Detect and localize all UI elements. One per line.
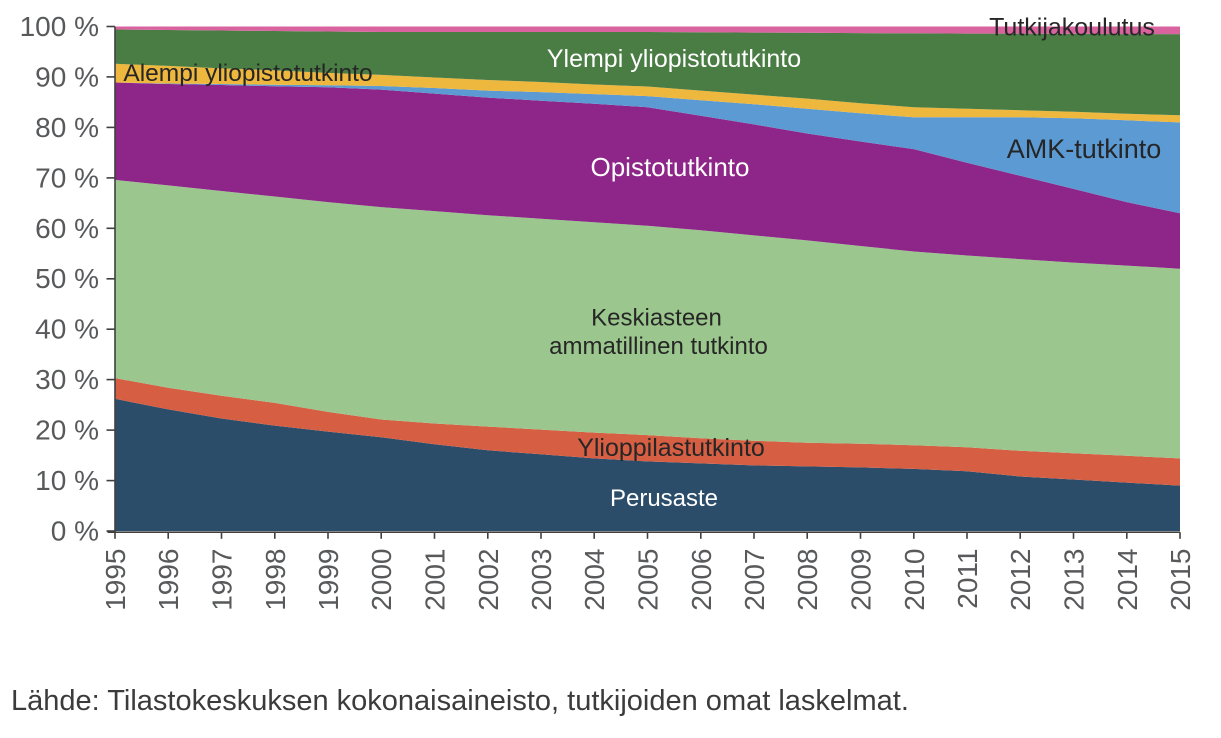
svg-text:80 %: 80 %: [35, 112, 99, 143]
svg-text:0 %: 0 %: [51, 516, 99, 547]
svg-text:2003: 2003: [526, 549, 557, 611]
svg-text:2000: 2000: [366, 549, 397, 611]
svg-text:2013: 2013: [1059, 549, 1090, 611]
svg-text:10 %: 10 %: [35, 465, 99, 496]
svg-text:2006: 2006: [686, 549, 717, 611]
svg-text:ammatillinen tutkinto: ammatillinen tutkinto: [549, 333, 768, 360]
svg-text:1998: 1998: [260, 549, 291, 611]
svg-text:2015: 2015: [1165, 549, 1196, 611]
svg-text:30 %: 30 %: [35, 364, 99, 395]
svg-text:2014: 2014: [1112, 549, 1143, 611]
svg-text:2011: 2011: [952, 549, 983, 609]
svg-text:Keskiasteen: Keskiasteen: [591, 305, 722, 332]
svg-text:1999: 1999: [313, 549, 344, 611]
svg-text:AMK-tutkinto: AMK-tutkinto: [1007, 134, 1162, 164]
svg-text:60 %: 60 %: [35, 213, 99, 244]
svg-text:2005: 2005: [633, 549, 664, 611]
svg-text:Tutkijakoulutus: Tutkijakoulutus: [989, 14, 1155, 42]
svg-text:2007: 2007: [739, 549, 770, 611]
svg-text:20 %: 20 %: [35, 415, 99, 446]
svg-text:2004: 2004: [579, 549, 610, 611]
svg-text:1997: 1997: [207, 549, 238, 611]
svg-text:Lähde: Tilastokeskuksen kokona: Lähde: Tilastokeskuksen kokonaisaineisto…: [11, 685, 909, 717]
svg-text:Ylioppilastutkinto: Ylioppilastutkinto: [577, 434, 765, 462]
svg-text:Alempi yliopistotutkinto: Alempi yliopistotutkinto: [123, 60, 372, 87]
svg-text:90 %: 90 %: [35, 61, 99, 92]
svg-text:2010: 2010: [899, 549, 930, 611]
svg-text:50 %: 50 %: [35, 263, 99, 294]
svg-text:2012: 2012: [1005, 549, 1036, 611]
svg-text:2009: 2009: [846, 549, 877, 611]
svg-text:Ylempi yliopistotutkinto: Ylempi yliopistotutkinto: [547, 45, 801, 73]
svg-text:Perusaste: Perusaste: [610, 485, 718, 512]
svg-text:Opistotutkinto: Opistotutkinto: [591, 152, 750, 182]
svg-text:2008: 2008: [792, 549, 823, 611]
svg-text:2001: 2001: [420, 549, 451, 611]
svg-text:70 %: 70 %: [35, 162, 99, 193]
svg-text:100 %: 100 %: [20, 11, 99, 42]
svg-text:2002: 2002: [473, 549, 504, 611]
svg-text:1996: 1996: [153, 549, 184, 611]
svg-text:40 %: 40 %: [35, 314, 99, 345]
svg-text:1995: 1995: [100, 549, 131, 611]
